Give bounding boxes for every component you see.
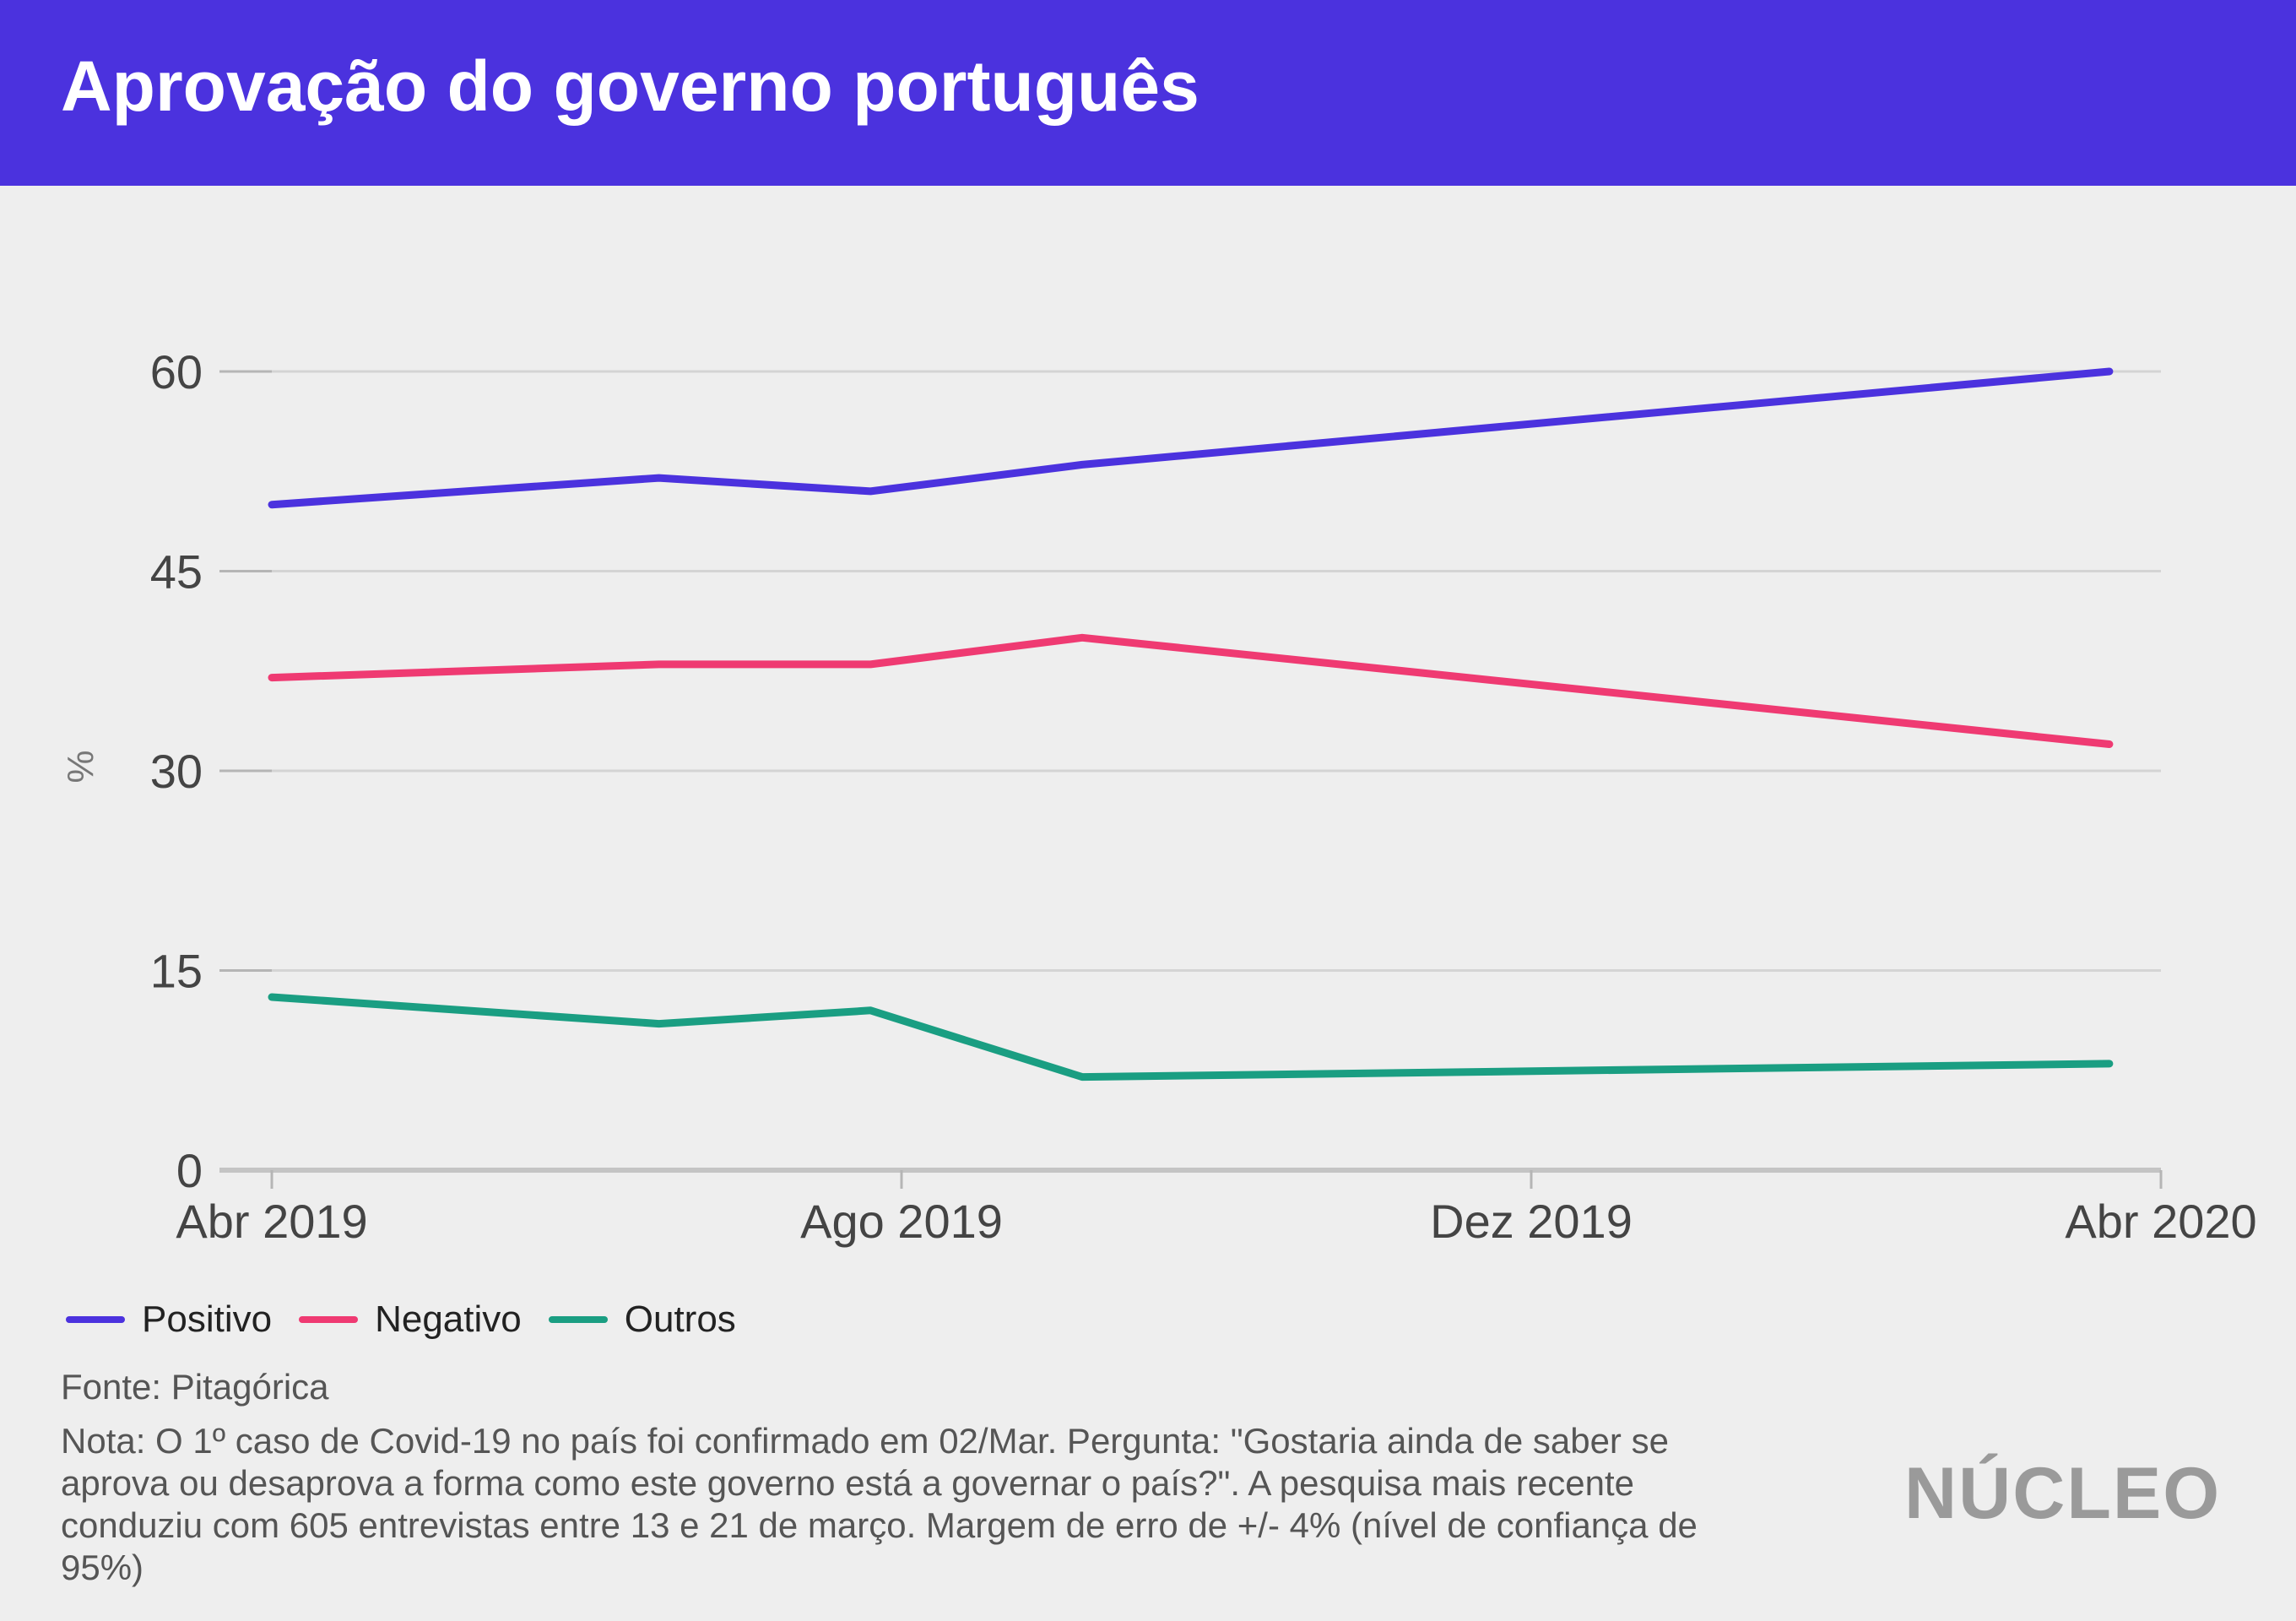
legend-label-negativo: Negativo [375, 1298, 522, 1340]
y-tick-label: 15 [150, 945, 203, 998]
legend-swatch-outros [548, 1316, 608, 1323]
series-line-outros [268, 993, 2114, 1082]
x-tick-label: Abr 2019 [176, 1195, 367, 1248]
chart-title: Aprovação do governo português [61, 46, 1199, 126]
series-line-negativo [268, 633, 2114, 748]
legend-swatch-negativo [299, 1316, 359, 1323]
legend: Positivo Negativo Outros [66, 1298, 763, 1341]
y-tick-label: 0 [176, 1144, 203, 1197]
legend-label-outros: Outros [624, 1298, 736, 1340]
note-text: Nota: O 1º caso de Covid-19 no país foi … [61, 1421, 1698, 1587]
legend-item-negativo: Negativo [299, 1298, 522, 1341]
legend-label-positivo: Positivo [142, 1298, 273, 1340]
header-bar: Aprovação do governo português [0, 0, 2296, 186]
x-tick-label: Ago 2019 [800, 1195, 1003, 1248]
legend-item-outros: Outros [548, 1298, 736, 1341]
x-tick-label: Abr 2020 [2065, 1195, 2256, 1248]
series-line-positivo [268, 367, 2114, 509]
legend-swatch-positivo [66, 1316, 125, 1323]
y-tick-label: 45 [150, 545, 203, 599]
y-tick-label: 60 [150, 345, 203, 398]
legend-item-positivo: Positivo [66, 1298, 272, 1341]
y-tick-label: 30 [150, 745, 203, 798]
x-tick-label: Dez 2019 [1430, 1195, 1633, 1248]
y-axis-label: % [60, 750, 101, 783]
line-chart: 0 15 30 45 60 Abr 2019 Ago 2019 Dez 2019 Abr 202… [60, 345, 2257, 1248]
nucleo-logo: NÚCLEO [1904, 1453, 2222, 1534]
source-text: Fonte: Pitagórica [61, 1367, 329, 1407]
